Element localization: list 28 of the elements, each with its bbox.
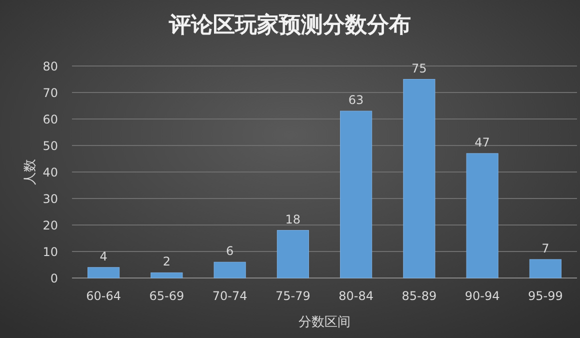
ytick: 10 <box>42 245 58 259</box>
ytick: 20 <box>42 218 58 232</box>
ytick: 40 <box>42 166 58 180</box>
xtick: 70-74 <box>212 289 248 303</box>
xtick: 80-84 <box>338 289 374 303</box>
xtick: 65-69 <box>149 289 184 303</box>
ytick: 70 <box>42 86 58 100</box>
xtick: 60-64 <box>86 289 121 303</box>
ytick: 80 <box>42 60 58 74</box>
ytick: 30 <box>42 192 58 206</box>
xlabel: 分数区间 <box>298 315 350 330</box>
xtick: 90-94 <box>464 289 500 303</box>
ylabel: 人数 <box>23 159 38 185</box>
title: 评论区玩家预测分数分布 <box>169 13 411 38</box>
ytick: 50 <box>42 139 58 153</box>
data-label: 2 <box>162 254 170 269</box>
ytick: 60 <box>42 112 58 126</box>
xtick: 95-99 <box>528 289 563 303</box>
data-label: 63 <box>348 93 364 108</box>
xtick: 85-89 <box>402 289 437 303</box>
data-label: 47 <box>474 135 490 150</box>
data-label: 18 <box>285 212 301 226</box>
ytick: 0 <box>50 272 58 286</box>
xtick: 75-79 <box>276 289 310 303</box>
data-label: 7 <box>542 241 550 256</box>
data-label: 75 <box>412 61 427 76</box>
data-label: 4 <box>100 249 108 264</box>
data-label: 6 <box>226 244 234 258</box>
